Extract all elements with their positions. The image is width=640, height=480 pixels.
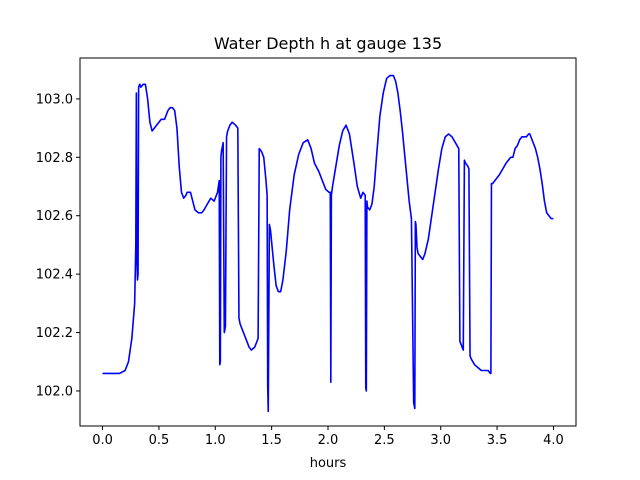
y-tick-label: 102.8 <box>36 151 73 166</box>
y-tick-label: 102.4 <box>36 268 73 283</box>
y-tick-label: 102.2 <box>36 326 73 341</box>
x-tick-label: 3.5 <box>487 433 508 448</box>
chart-title: Water Depth h at gauge 135 <box>214 34 442 53</box>
plot-area: 0.0 0.5 1.0 1.5 2.0 2.5 3.0 3.5 4.0 102.0 102.2 102… <box>36 57 577 448</box>
x-axis-label: hours <box>310 456 347 471</box>
y-tick-label: 102.0 <box>36 384 73 399</box>
x-tick-label: 3.0 <box>430 433 451 448</box>
x-tick-label: 1.5 <box>261 433 282 448</box>
x-tick-label: 4.0 <box>543 433 564 448</box>
series-line-0 <box>102 74 554 413</box>
x-tick-label: 0.0 <box>92 433 113 448</box>
x-tick-label: 0.5 <box>149 433 170 448</box>
x-tick-label: 2.0 <box>318 433 339 448</box>
y-tick-label: 102.6 <box>36 209 73 224</box>
y-tick-label: 103.0 <box>36 92 73 107</box>
x-tick-label: 1.0 <box>205 433 226 448</box>
x-tick-label: 2.5 <box>374 433 395 448</box>
